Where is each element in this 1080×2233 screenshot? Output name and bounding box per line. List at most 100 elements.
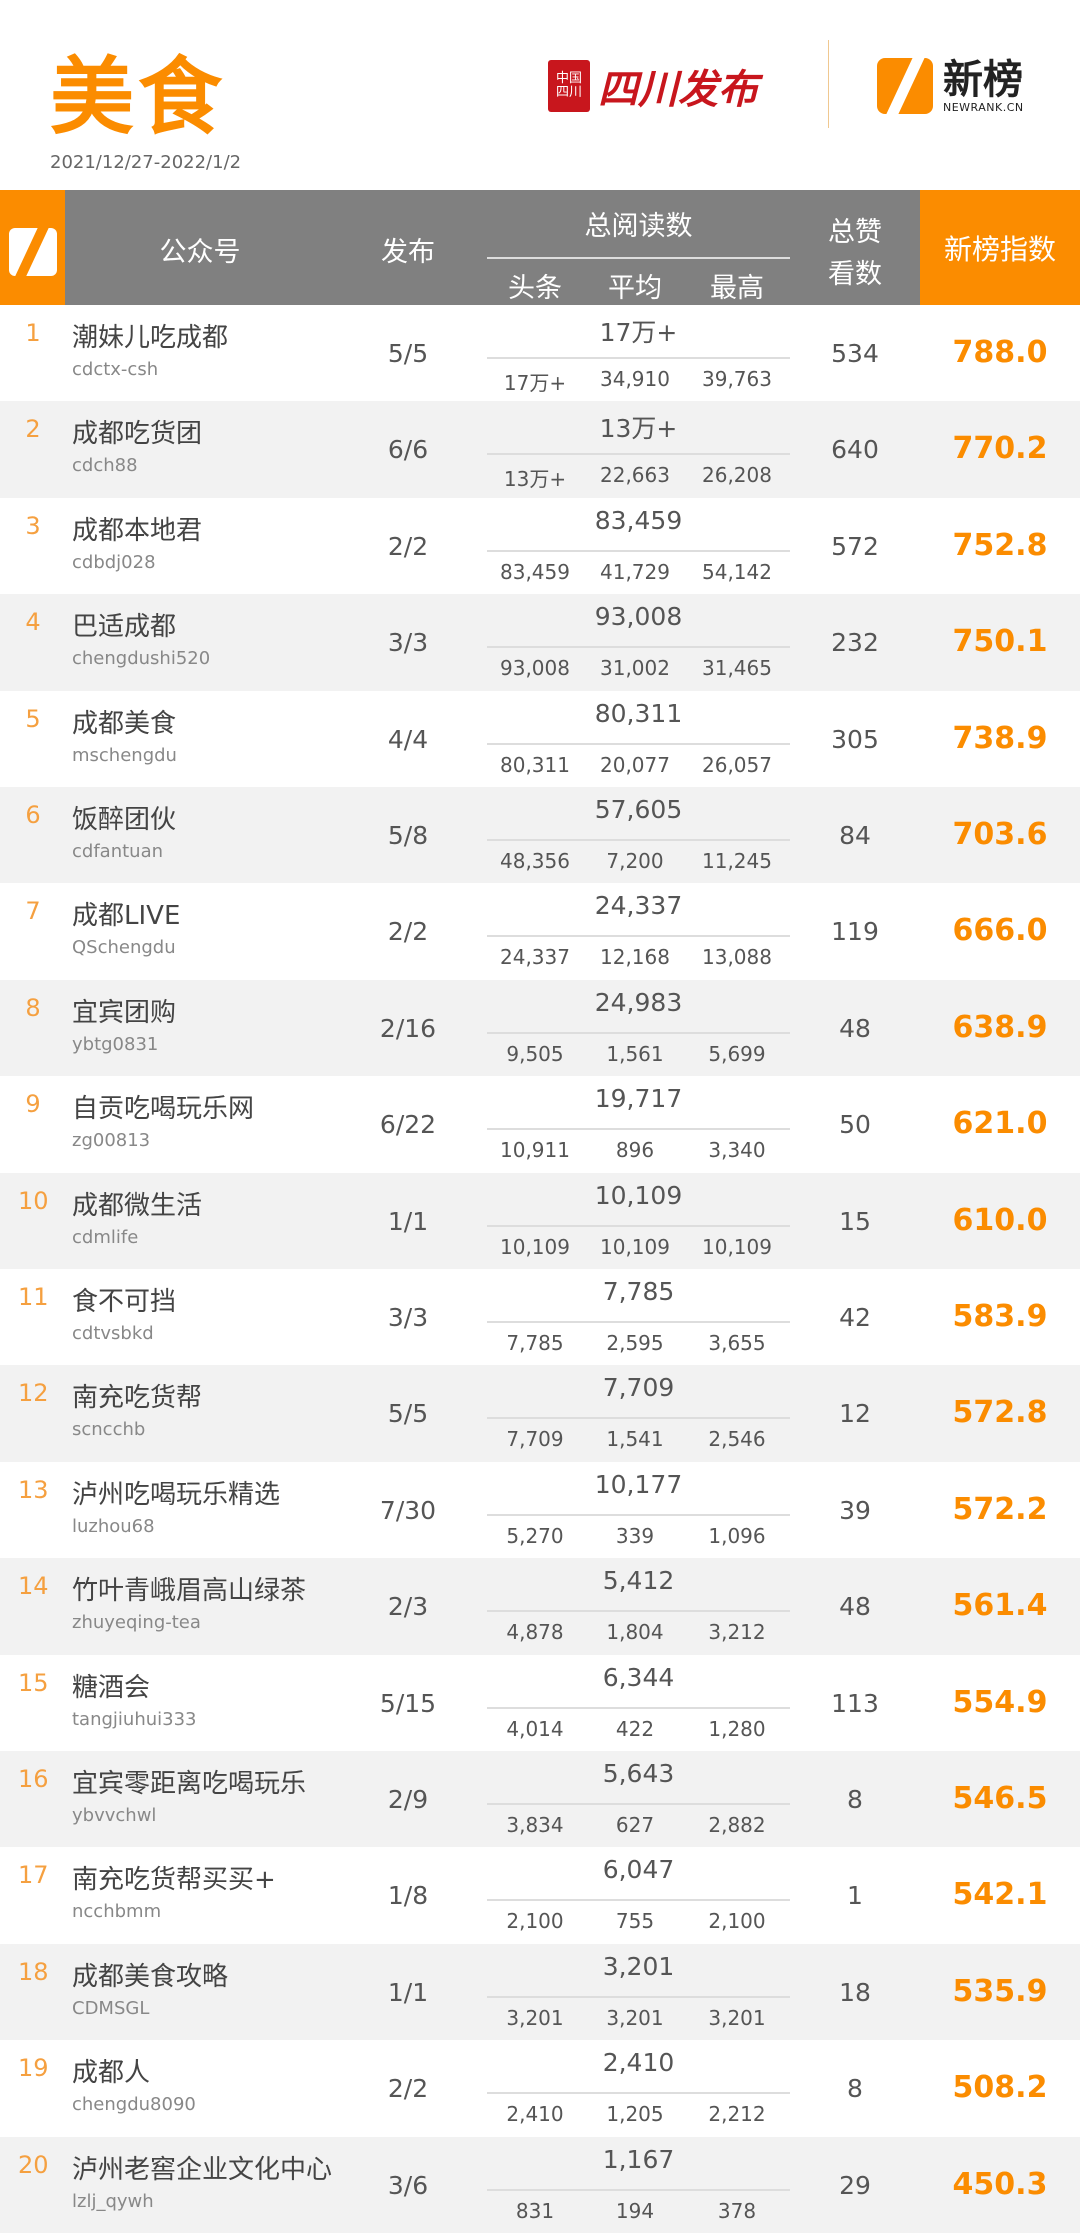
rank: 4 [25,608,41,637]
headline-reads: 83,459 [500,559,570,584]
reads-divider [487,357,790,359]
col-index: 新榜指数 [920,190,1080,305]
total-reads: 19,717 [594,1084,683,1114]
newrank-index: 546.5 [952,1781,1048,1816]
table-row: 7 成都LIVE QSchengdu 2/2 24,337 24,337 12,… [0,883,1080,979]
rank: 18 [18,1957,49,1986]
brand-name: 新榜 [943,56,1023,103]
table-row: 18 成都美食攻略 CDMSGL 1/1 3,201 3,201 3,201 3… [0,1943,1080,2041]
page-title: 美食 [50,48,227,146]
publish-count: 2/2 [387,917,429,947]
newrank-index: 752.8 [952,527,1048,563]
average-reads: 34,910 [600,367,670,391]
account-handle: cdtvsbkd [72,1323,154,1344]
total-reads: 5,643 [602,1759,675,1788]
average-reads: 896 [615,1138,655,1163]
newrank-header-icon [0,190,65,305]
likes-count: 18 [839,1977,871,2007]
account-name[interactable]: 食不可挡 [72,1287,177,1317]
account-name[interactable]: 宜宾团购 [72,997,177,1028]
likes-count: 50 [839,1110,871,1140]
likes-count: 1 [847,1881,863,1911]
account-name[interactable]: 南充吃货帮买买+ [72,1865,276,1896]
account-name[interactable]: 自贡吃喝玩乐网 [72,1094,255,1125]
likes-count: 119 [831,917,879,947]
table-row: 12 南充吃货帮 scncchb 5/5 7,709 7,709 1,541 2… [0,1365,1080,1462]
account-name[interactable]: 潮妹儿吃成都 [72,323,229,353]
reads-divider [487,453,790,456]
table-row: 5 成都美食 mschengdu 4/4 80,311 80,311 20,07… [0,691,1080,787]
account-name[interactable]: 竹叶青峨眉高山绿茶 [72,1576,307,1607]
headline-reads: 831 [515,2198,555,2223]
total-reads: 24,983 [594,987,683,1017]
newrank-index: 788.0 [952,335,1048,370]
total-reads: 2,410 [602,2048,675,2078]
publish-count: 2/9 [387,1785,429,1814]
total-reads: 17万+ [599,318,678,347]
reads-divider [487,742,790,745]
total-reads: 24,337 [594,891,683,921]
reads-divider [487,1128,790,1131]
account-name[interactable]: 成都LIVE [72,901,181,932]
account-name[interactable]: 成都美食攻略 [72,1961,229,1992]
newrank-index: 572.2 [952,1491,1048,1527]
newrank-index: 703.6 [952,817,1048,852]
account-name[interactable]: 成都美食 [72,708,177,739]
account-name[interactable]: 南充吃货帮 [72,1383,203,1414]
likes-count: 534 [831,339,879,368]
col-headline: 头条 [508,273,562,304]
average-reads: 422 [615,1716,655,1741]
account-name[interactable]: 糖酒会 [72,1672,151,1703]
likes-count: 8 [847,1785,863,1814]
account-name[interactable]: 饭醉团伙 [72,805,177,835]
headline-reads: 7,785 [506,1331,564,1355]
col-publish: 发布 [381,237,435,268]
newrank-index: 561.4 [952,1588,1048,1624]
publish-count: 5/5 [387,1399,429,1429]
likes-count: 640 [831,435,879,465]
total-reads: 13万+ [599,414,678,444]
likes-count: 12 [839,1399,871,1429]
average-reads: 3,201 [606,2005,664,2030]
account-name[interactable]: 巴适成都 [72,612,177,643]
headline-reads: 48,356 [500,849,570,873]
account-name[interactable]: 泸州吃喝玩乐精选 [72,1479,281,1510]
newrank-index: 535.9 [952,1973,1048,2009]
headline-reads: 10,109 [500,1234,570,1259]
rank: 13 [18,1475,49,1504]
account-name[interactable]: 成都人 [72,2058,151,2089]
publish-count: 6/6 [387,435,429,465]
newrank-logo: 新榜 NEWRANK.CN [877,58,1024,114]
average-reads: 22,663 [600,463,670,488]
account-name[interactable]: 泸州老窖企业文化中心 [72,2154,333,2185]
table-row: 11 食不可挡 cdtvsbkd 3/3 7,785 7,785 2,595 3… [0,1269,1080,1365]
publish-count: 4/4 [387,724,429,754]
rank: 6 [25,801,41,829]
account-name[interactable]: 成都微生活 [72,1190,203,1221]
table-row: 17 南充吃货帮买买+ ncchbmm 1/8 6,047 2,100 755 … [0,1847,1080,1943]
table-row: 16 宜宾零距离吃喝玩乐 ybvvchwl 2/9 5,643 3,834 62… [0,1751,1080,1848]
max-reads: 2,546 [708,1427,766,1452]
average-reads: 1,205 [606,2102,664,2127]
headline-reads: 17万+ [503,371,567,395]
account-name[interactable]: 成都吃货团 [72,419,203,450]
rank: 10 [18,1186,49,1215]
col-account: 公众号 [159,237,241,268]
account-name[interactable]: 宜宾零距离吃喝玩乐 [72,1769,307,1799]
likes-count: 42 [839,1303,871,1332]
likes-count: 305 [831,724,879,754]
average-reads: 1,541 [606,1427,664,1452]
max-reads: 3,340 [708,1138,766,1163]
table-row: 13 泸州吃喝玩乐精选 luzhou68 7/30 10,177 5,270 3… [0,1462,1080,1558]
table-row: 14 竹叶青峨眉高山绿茶 zhuyeqing-tea 2/3 5,412 4,8… [0,1558,1080,1655]
account-name[interactable]: 成都本地君 [72,515,203,546]
total-reads: 83,459 [594,505,683,535]
total-reads: 7,785 [602,1277,675,1306]
likes-count: 113 [831,1688,879,1718]
max-reads: 31,465 [702,656,772,681]
reads-divider [487,839,790,841]
total-reads: 7,709 [602,1373,675,1403]
newrank-index: 610.0 [952,1202,1048,1238]
headline-reads: 4,878 [506,1620,564,1645]
table-row: 8 宜宾团购 ybtg0831 2/16 24,983 9,505 1,561 … [0,979,1080,1077]
